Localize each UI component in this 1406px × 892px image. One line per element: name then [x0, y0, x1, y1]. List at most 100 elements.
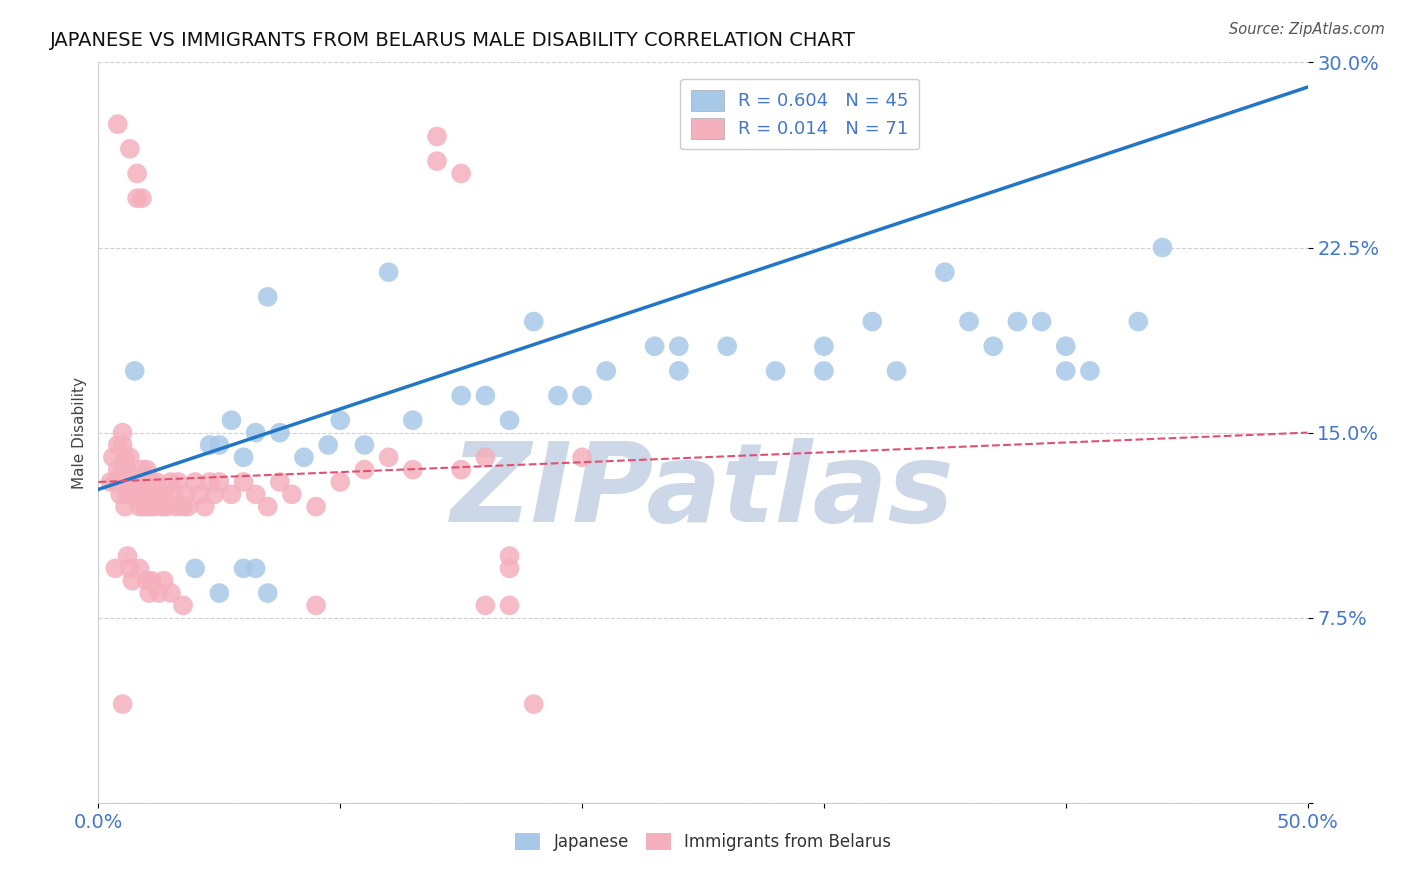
Point — [104, 475, 127, 489]
Point — [100, 475, 122, 489]
Point — [101, 450, 124, 465]
Point — [150, 500, 173, 514]
Point — [124, 364, 146, 378]
Point — [860, 314, 883, 328]
Point — [716, 339, 738, 353]
Point — [160, 475, 183, 489]
Point — [377, 265, 399, 279]
Point — [1128, 314, 1150, 328]
Point — [141, 574, 163, 588]
Point — [644, 339, 666, 353]
Point — [450, 462, 472, 476]
Point — [523, 697, 546, 711]
Point — [498, 549, 520, 563]
Point — [124, 475, 146, 489]
Point — [174, 487, 197, 501]
Point — [474, 450, 496, 465]
Point — [281, 487, 304, 501]
Point — [450, 388, 472, 402]
Point — [245, 561, 267, 575]
Point — [498, 561, 520, 575]
Point — [172, 599, 194, 613]
Point — [450, 166, 472, 180]
Point — [198, 438, 221, 452]
Point — [813, 339, 835, 353]
Point — [668, 339, 690, 353]
Point — [167, 475, 190, 489]
Point — [188, 487, 211, 501]
Point — [198, 475, 221, 489]
Point — [114, 450, 136, 465]
Point — [131, 462, 153, 476]
Point — [474, 388, 496, 402]
Point — [124, 487, 146, 501]
Point — [1054, 339, 1077, 353]
Point — [292, 450, 315, 465]
Legend: Japanese, Immigrants from Belarus: Japanese, Immigrants from Belarus — [509, 826, 897, 857]
Point — [269, 475, 291, 489]
Point — [402, 413, 425, 427]
Point — [402, 462, 425, 476]
Point — [148, 487, 170, 501]
Point — [232, 450, 254, 465]
Point — [118, 142, 141, 156]
Point — [245, 425, 267, 440]
Point — [118, 475, 141, 489]
Point — [152, 574, 174, 588]
Point — [571, 388, 593, 402]
Point — [111, 438, 134, 452]
Point — [131, 191, 153, 205]
Point — [957, 314, 980, 328]
Point — [114, 500, 136, 514]
Point — [256, 290, 278, 304]
Point — [269, 425, 291, 440]
Point — [127, 487, 149, 501]
Point — [221, 487, 243, 501]
Point — [148, 586, 170, 600]
Point — [256, 586, 278, 600]
Point — [104, 561, 127, 575]
Point — [117, 549, 139, 563]
Point — [1054, 364, 1077, 378]
Point — [208, 586, 231, 600]
Point — [117, 462, 139, 476]
Text: JAPANESE VS IMMIGRANTS FROM BELARUS MALE DISABILITY CORRELATION CHART: JAPANESE VS IMMIGRANTS FROM BELARUS MALE… — [51, 30, 856, 50]
Point — [329, 475, 352, 489]
Point — [121, 574, 143, 588]
Point — [886, 364, 908, 378]
Point — [128, 561, 150, 575]
Point — [121, 475, 143, 489]
Point — [111, 425, 134, 440]
Point — [127, 475, 149, 489]
Point — [107, 117, 129, 131]
Point — [426, 129, 449, 144]
Point — [221, 413, 243, 427]
Point — [127, 166, 149, 180]
Point — [118, 561, 141, 575]
Point — [111, 462, 134, 476]
Point — [353, 462, 375, 476]
Point — [108, 487, 131, 501]
Point — [165, 500, 187, 514]
Point — [107, 438, 129, 452]
Point — [668, 364, 690, 378]
Point — [1031, 314, 1053, 328]
Point — [1152, 240, 1174, 255]
Point — [595, 364, 617, 378]
Point — [316, 438, 339, 452]
Point — [305, 500, 328, 514]
Point — [143, 500, 166, 514]
Point — [204, 487, 226, 501]
Point — [571, 450, 593, 465]
Text: Source: ZipAtlas.com: Source: ZipAtlas.com — [1229, 22, 1385, 37]
Point — [813, 364, 835, 378]
Point — [547, 388, 569, 402]
Point — [160, 586, 183, 600]
Point — [135, 462, 157, 476]
Point — [128, 500, 150, 514]
Point — [131, 487, 153, 501]
Point — [329, 413, 352, 427]
Point — [111, 697, 134, 711]
Point — [141, 475, 163, 489]
Y-axis label: Male Disability: Male Disability — [72, 376, 87, 489]
